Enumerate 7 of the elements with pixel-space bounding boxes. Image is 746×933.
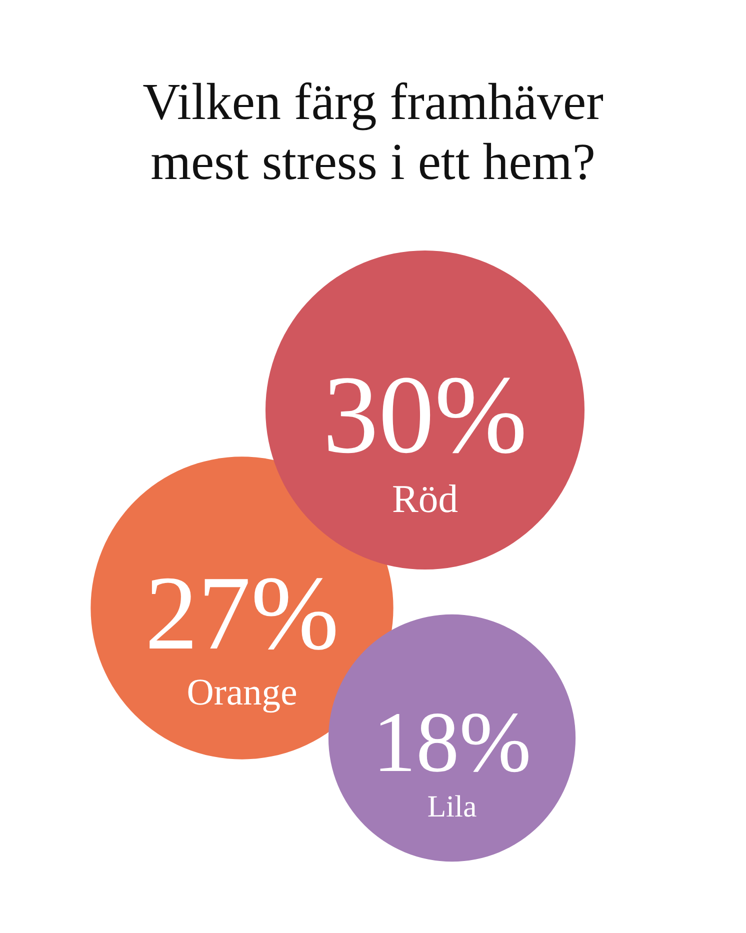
- category-label: Orange: [186, 672, 298, 714]
- category-label: Röd: [392, 477, 458, 521]
- data-label: 18%: [372, 694, 532, 790]
- text: Vilken färg framhäver mest stress i ett hem?: [142, 74, 604, 191]
- category-label: Lila: [427, 790, 478, 824]
- data-label: 30%: [322, 354, 528, 477]
- data-label: 27%: [144, 554, 340, 672]
